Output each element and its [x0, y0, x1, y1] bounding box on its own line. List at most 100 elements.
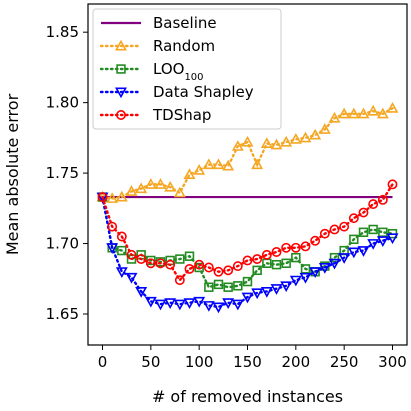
- data-point-loo100: [378, 227, 388, 237]
- data-point-loo100: [281, 258, 291, 268]
- data-point-random: [328, 111, 341, 123]
- data-point-random: [386, 102, 399, 113]
- data-point-random: [347, 107, 360, 119]
- data-point-random: [280, 135, 293, 147]
- data-point-random: [135, 182, 148, 194]
- data-point-random: [115, 190, 128, 202]
- data-point-data-shapley: [357, 246, 370, 257]
- data-point-data-shapley: [212, 302, 225, 314]
- data-point-data-shapley: [328, 258, 341, 270]
- data-point-random: [367, 104, 380, 116]
- data-point-data-shapley: [270, 284, 283, 295]
- data-point-data-shapley: [231, 299, 244, 311]
- x-tick-label: 250: [330, 353, 359, 371]
- data-point-tdshap: [116, 231, 127, 242]
- data-point-random: [173, 186, 186, 198]
- data-point-loo100: [368, 224, 378, 235]
- data-point-tdshap: [387, 179, 398, 190]
- data-point-data-shapley: [173, 299, 186, 311]
- data-point-random: [338, 107, 351, 119]
- data-point-loo100: [291, 252, 301, 263]
- series-line-loo100: [101, 195, 394, 289]
- data-point-tdshap: [377, 194, 388, 205]
- data-point-tdshap: [319, 228, 330, 239]
- data-point-tdshap: [145, 258, 156, 269]
- y-tick-label: 1.80: [46, 94, 79, 112]
- x-tick-label: 100: [185, 353, 214, 371]
- data-point-tdshap: [174, 275, 185, 286]
- data-point-loo100: [233, 281, 243, 291]
- data-point-random: [309, 128, 322, 140]
- data-point-data-shapley: [289, 275, 302, 287]
- data-point-data-shapley: [260, 286, 273, 298]
- legend-label-loo100: LOO100: [153, 60, 204, 83]
- data-point-random: [260, 137, 273, 148]
- data-point-tdshap: [261, 249, 272, 260]
- data-point-random: [231, 140, 244, 151]
- data-point-loo100: [271, 259, 282, 270]
- data-point-data-shapley: [386, 233, 399, 245]
- data-point-loo100: [213, 279, 224, 290]
- data-point-loo100: [349, 234, 359, 245]
- data-point-random: [318, 123, 331, 134]
- data-point-tdshap: [194, 259, 205, 270]
- data-point-tdshap: [223, 265, 234, 276]
- data-point-tdshap: [97, 192, 108, 202]
- y-tick-label: 1.75: [46, 164, 79, 182]
- data-point-data-shapley: [338, 253, 351, 264]
- data-point-random: [183, 168, 196, 179]
- data-point-random: [125, 185, 138, 196]
- data-point-tdshap: [203, 262, 214, 273]
- data-point-random: [357, 107, 370, 119]
- data-point-data-shapley: [154, 299, 167, 311]
- series-line-data-shapley: [101, 195, 394, 309]
- data-point-random: [164, 180, 177, 192]
- data-point-data-shapley: [125, 272, 138, 284]
- data-point-loo100: [223, 282, 233, 292]
- data-point-data-shapley: [309, 267, 322, 278]
- data-point-data-shapley: [144, 296, 157, 308]
- y-tick-label: 1.85: [46, 23, 79, 41]
- data-point-loo100: [242, 276, 253, 287]
- data-point-tdshap: [165, 259, 176, 270]
- data-point-loo100: [358, 227, 369, 237]
- data-point-data-shapley: [164, 298, 177, 309]
- data-point-random: [222, 159, 235, 171]
- legend-marker-data-shapley: [115, 87, 127, 99]
- data-point-loo100: [329, 252, 340, 263]
- data-point-random: [154, 178, 167, 189]
- data-point-tdshap: [213, 266, 224, 277]
- data-point-data-shapley: [251, 288, 264, 300]
- data-point-data-shapley: [222, 298, 235, 309]
- legend-marker-loo100: [116, 64, 126, 74]
- legend-label-baseline: Baseline: [153, 14, 217, 32]
- data-point-loo100: [252, 265, 262, 276]
- data-point-data-shapley: [347, 247, 360, 259]
- series-layer: [96, 102, 399, 314]
- legend-label-data-shapley: Data Shapley: [153, 83, 254, 101]
- data-point-tdshap: [252, 254, 263, 264]
- x-tick-label: 300: [378, 353, 407, 371]
- x-tick-label: 200: [282, 353, 311, 371]
- legend-box: [92, 8, 282, 130]
- data-point-random: [193, 164, 206, 175]
- data-point-random: [251, 158, 264, 170]
- data-point-loo100: [175, 254, 185, 264]
- y-axis-label: Mean absolute error: [3, 93, 22, 255]
- data-point-random: [289, 133, 302, 144]
- data-point-data-shapley: [376, 236, 389, 247]
- data-point-data-shapley: [115, 267, 128, 278]
- data-point-data-shapley: [135, 286, 148, 298]
- data-point-tdshap: [368, 199, 379, 210]
- series-line-random: [101, 107, 394, 200]
- x-tick-label: 150: [233, 353, 262, 371]
- series-line-tdshap: [101, 183, 394, 283]
- x-tick-label: 50: [141, 353, 160, 371]
- data-point-tdshap: [184, 263, 195, 274]
- data-point-tdshap: [358, 207, 369, 218]
- data-point-data-shapley: [299, 272, 312, 284]
- data-point-data-shapley: [280, 281, 293, 293]
- legend-label-tdshap: TDShap: [152, 106, 211, 124]
